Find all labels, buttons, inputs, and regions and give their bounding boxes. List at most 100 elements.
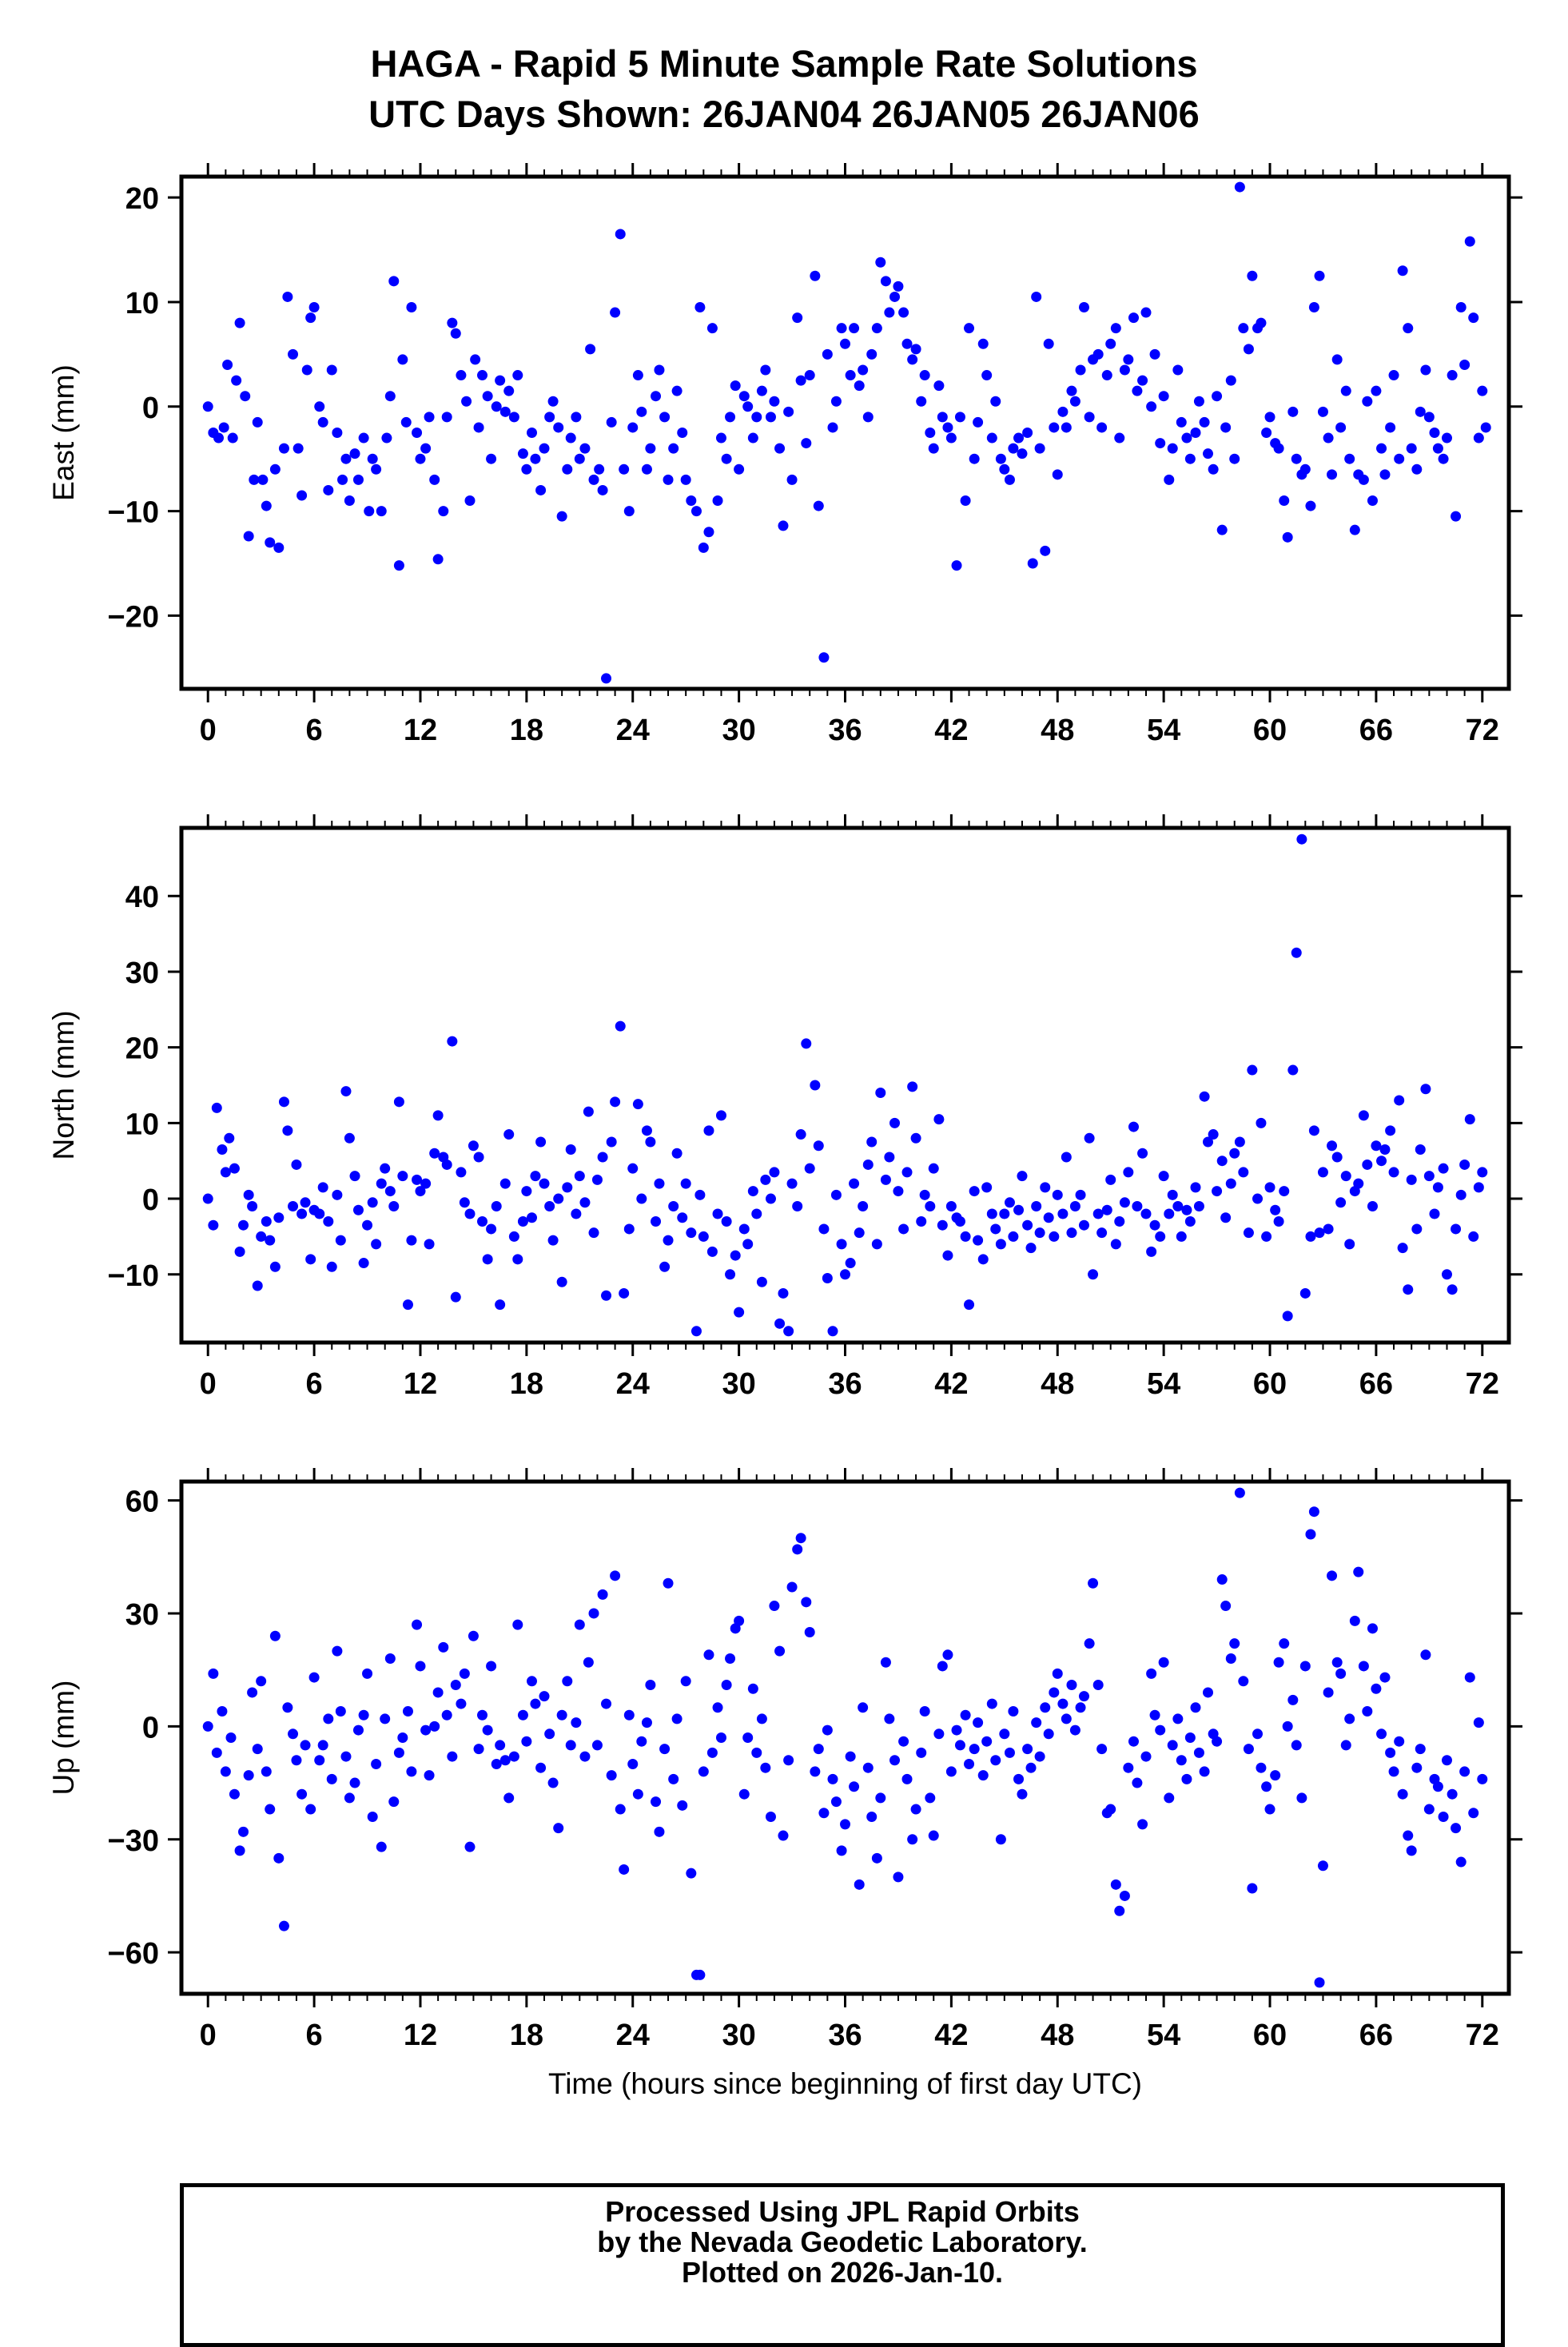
data-point	[712, 1208, 723, 1219]
data-point	[601, 1290, 612, 1301]
data-point	[247, 1687, 258, 1698]
data-point	[1132, 1201, 1143, 1212]
data-point	[1468, 1808, 1479, 1819]
data-point	[1128, 312, 1139, 324]
y-tick-label: −20	[108, 600, 159, 634]
data-point	[1155, 438, 1166, 449]
data-point	[721, 1680, 732, 1691]
data-point	[1208, 1129, 1219, 1140]
data-point	[464, 495, 476, 507]
data-point	[995, 1834, 1006, 1845]
data-point	[1464, 1114, 1475, 1125]
data-point	[1238, 1167, 1249, 1178]
data-point	[1216, 1156, 1228, 1167]
data-point	[751, 1747, 762, 1758]
data-point	[1247, 1064, 1258, 1076]
data-point	[795, 1533, 806, 1544]
data-point	[1052, 1668, 1063, 1679]
x-tick-label: 72	[1466, 1367, 1499, 1401]
data-point	[1158, 1171, 1169, 1182]
data-point	[1331, 1152, 1343, 1163]
data-point	[1299, 1287, 1311, 1299]
data-point	[1247, 1883, 1258, 1894]
data-point	[686, 1227, 697, 1239]
data-point	[424, 1770, 435, 1781]
data-point	[765, 1193, 776, 1204]
data-point	[231, 375, 242, 386]
data-point	[459, 1197, 470, 1208]
data-point	[659, 412, 671, 423]
data-point	[889, 1117, 901, 1128]
data-point	[344, 1792, 355, 1804]
data-point	[1305, 1529, 1316, 1540]
data-point	[645, 1680, 656, 1691]
data-point	[464, 1841, 476, 1852]
data-point	[1270, 1770, 1281, 1781]
data-point	[556, 1276, 567, 1287]
data-point	[1451, 1223, 1462, 1235]
data-point	[1317, 406, 1328, 417]
data-point	[1069, 1201, 1080, 1212]
data-point	[305, 312, 316, 324]
data-point	[402, 1299, 413, 1311]
data-point	[1229, 1638, 1240, 1649]
data-point	[822, 348, 833, 360]
data-point	[202, 401, 213, 412]
data-point	[901, 1167, 913, 1178]
data-point	[765, 412, 776, 423]
data-point	[547, 396, 559, 407]
data-point	[1149, 348, 1160, 360]
data-point	[1459, 359, 1470, 370]
data-point	[1256, 1117, 1267, 1128]
data-point	[1092, 1680, 1104, 1691]
data-point	[1270, 1204, 1281, 1215]
data-point	[491, 1758, 502, 1769]
data-point	[447, 1751, 458, 1762]
data-point	[332, 1189, 343, 1200]
data-point	[1256, 1762, 1267, 1773]
data-point	[495, 375, 506, 386]
data-point	[1061, 1152, 1072, 1163]
y-tick-label: 20	[125, 182, 159, 216]
data-point	[420, 443, 432, 454]
data-point	[840, 338, 850, 349]
data-point	[1291, 1740, 1302, 1751]
data-point	[432, 1110, 444, 1121]
data-point	[1308, 1506, 1319, 1518]
data-point	[756, 1713, 767, 1724]
data-point	[1078, 1219, 1089, 1231]
data-point	[371, 1239, 382, 1250]
data-point	[1105, 1804, 1116, 1815]
data-point	[942, 422, 953, 433]
data-point	[367, 453, 378, 464]
data-point	[476, 370, 488, 381]
data-point	[668, 1201, 679, 1212]
data-point	[671, 385, 683, 396]
data-point	[337, 474, 348, 485]
data-point	[1423, 412, 1435, 423]
data-point	[406, 1235, 417, 1246]
data-point	[384, 1186, 396, 1197]
data-point	[1238, 323, 1249, 334]
data-point	[1225, 375, 1236, 386]
data-point	[1353, 1566, 1364, 1577]
data-point	[845, 1258, 856, 1269]
data-point	[491, 401, 502, 412]
y-tick-label: 20	[125, 1032, 159, 1066]
data-point	[238, 1826, 249, 1837]
data-point	[393, 560, 404, 571]
data-point	[651, 391, 662, 402]
data-point	[1385, 422, 1396, 433]
data-point	[486, 1223, 497, 1235]
data-point	[606, 1136, 617, 1148]
data-point	[588, 1608, 599, 1619]
data-point	[574, 1619, 585, 1630]
data-point	[999, 1728, 1010, 1740]
data-point	[910, 1804, 921, 1815]
data-point	[1403, 1284, 1414, 1295]
data-point	[1473, 432, 1484, 444]
data-point	[889, 1755, 901, 1766]
data-point	[907, 1834, 918, 1845]
data-point	[1132, 1777, 1143, 1788]
